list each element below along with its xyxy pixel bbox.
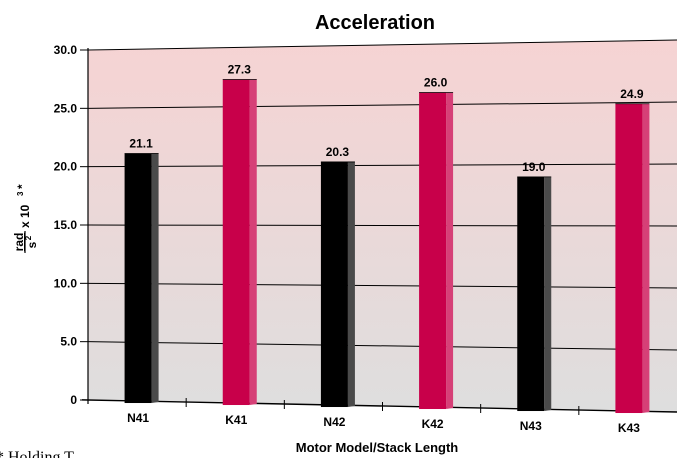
bar-K43 <box>615 103 643 414</box>
data-label-N42: 20.3 <box>326 145 350 159</box>
gridline <box>87 101 677 109</box>
x-tick-label-N42: N42 <box>323 415 345 429</box>
y-axis-ticks: 0 5.0 10.0 15.0 20.0 25.0 30.0 <box>54 43 88 407</box>
data-label-K43: 24.9 <box>620 87 644 101</box>
gridlines <box>87 39 677 351</box>
bar-side-N42 <box>347 161 355 408</box>
gridline <box>87 341 677 351</box>
x-tick-label-N41: N41 <box>127 411 149 425</box>
y-tick-label: 0 <box>70 393 77 407</box>
gridline <box>87 282 677 289</box>
x-tick-label-K42: K42 <box>422 417 444 431</box>
y-tick-label: 15.0 <box>54 218 78 232</box>
bar-side-K43 <box>642 103 650 414</box>
x-tick-label-N43: N43 <box>520 419 542 433</box>
y-tick-label: 5.0 <box>60 335 77 349</box>
y-tick-label: 10.0 <box>54 276 78 290</box>
y-axis-denominator-exponent: 2 <box>24 235 33 240</box>
y-axis-title: rad s 2 x 10 3 * <box>12 184 39 253</box>
gridline <box>87 39 677 51</box>
y-tick-label: 25.0 <box>54 101 78 115</box>
bar-N41 <box>124 153 152 404</box>
y-axis-suffix: * <box>15 184 29 189</box>
data-label-K42: 26.0 <box>424 76 448 90</box>
y-axis-numerator: rad <box>12 233 26 252</box>
bar-N42 <box>320 161 348 408</box>
chart-title: Acceleration <box>315 12 435 34</box>
bar-side-K41 <box>249 79 257 406</box>
data-label-N41: 21.1 <box>129 137 153 151</box>
x-axis <box>81 48 677 415</box>
bar-side-N43 <box>544 176 552 412</box>
y-axis-multiplier: x 10 <box>18 204 32 228</box>
y-axis-denominator: s <box>25 241 39 248</box>
bars: 21.1 N41 27.3 K41 20.3 N42 26.0 K42 19.0 N43 24.9 K… <box>124 62 650 435</box>
y-tick-label: 30.0 <box>54 43 78 57</box>
gridline <box>87 163 677 168</box>
bar-N43 <box>517 176 545 412</box>
y-tick-label: 20.0 <box>54 160 78 174</box>
bar-K41 <box>222 79 250 406</box>
bar-side-K42 <box>446 92 454 410</box>
bar-side-N41 <box>151 153 159 404</box>
footnote: * Holding T <box>0 449 74 458</box>
x-tick-label-K43: K43 <box>618 421 640 435</box>
gridline <box>87 224 677 227</box>
x-axis-title: Motor Model/Stack Length <box>296 440 459 455</box>
bar-K42 <box>419 92 447 410</box>
x-tick-label-K41: K41 <box>225 413 247 427</box>
data-label-N43: 19.0 <box>522 160 546 174</box>
x-axis-line <box>81 399 677 413</box>
y-axis-multiplier-exponent: 3 <box>16 191 25 196</box>
data-label-K41: 27.3 <box>228 62 252 76</box>
